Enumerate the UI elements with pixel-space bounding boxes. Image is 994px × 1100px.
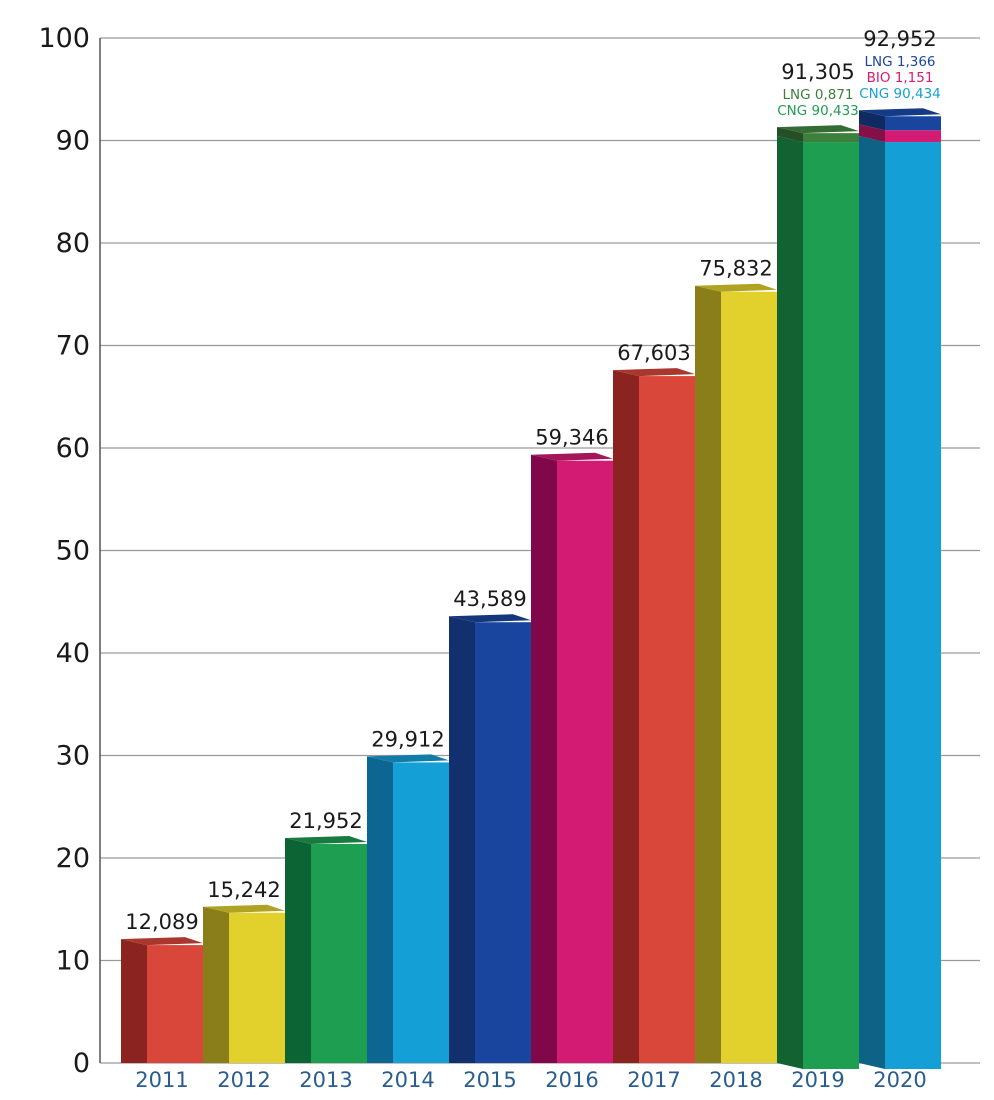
bar-front-face <box>557 460 613 1063</box>
bar-top-face <box>859 108 941 117</box>
x-axis-ticks: 2011 2012 2013 2014 2015 2016 2017 2018 2019 2020 <box>135 1068 926 1092</box>
bar-segment-front <box>885 116 941 131</box>
breakdown-label: BIO 1,151 <box>867 70 934 86</box>
bar-segment-side <box>859 110 885 131</box>
y-axis-ticks: 0 10 20 30 40 50 60 70 80 90 100 <box>38 23 90 1079</box>
bar-2016 <box>531 452 613 1063</box>
bar-side-face <box>695 285 721 1063</box>
bar-top-face <box>613 368 695 377</box>
bar-front-face <box>639 376 695 1064</box>
breakdown-label: LNG 1,366 <box>864 54 935 70</box>
x-tick-label: 2016 <box>545 1068 598 1092</box>
breakdown-label: CNG 90,434 <box>859 86 941 102</box>
bar-2019 <box>777 125 859 1069</box>
data-label: 91,305 <box>781 60 854 84</box>
bar-top-face <box>203 904 285 913</box>
x-tick-label: 2019 <box>791 1068 844 1092</box>
bar-2020 <box>859 108 941 1069</box>
y-tick-label: 30 <box>56 741 90 772</box>
bar-side-face <box>367 756 393 1063</box>
bar-2011 <box>121 937 203 1063</box>
x-tick-label: 2015 <box>463 1068 516 1092</box>
y-tick-label: 90 <box>56 126 90 157</box>
y-tick-label: 40 <box>56 638 90 669</box>
data-label: 92,952 <box>863 27 936 51</box>
bar-front-face <box>393 762 449 1063</box>
bar-segment-side <box>777 127 803 143</box>
x-tick-label: 2018 <box>709 1068 762 1092</box>
y-tick-label: 80 <box>56 228 90 259</box>
breakdown-label: CNG 90,433 <box>777 103 859 119</box>
bar-segment-front <box>803 142 859 1069</box>
bar-2017 <box>613 368 695 1064</box>
bar-segment-front <box>885 142 941 1069</box>
bar-top-face <box>121 937 203 946</box>
data-label: 59,346 <box>535 426 608 450</box>
x-tick-label: 2017 <box>627 1068 680 1092</box>
x-tick-label: 2011 <box>135 1068 188 1092</box>
value-labels: 12,089 15,242 21,952 29,912 43,589 59,346 67,6… <box>125 27 941 934</box>
y-tick-label: 20 <box>56 843 90 874</box>
y-tick-label: 70 <box>56 331 90 362</box>
y-tick-label: 0 <box>73 1048 90 1079</box>
x-tick-label: 2014 <box>381 1068 434 1092</box>
x-tick-label: 2020 <box>873 1068 926 1092</box>
bar-segment-front <box>803 133 859 143</box>
y-tick-label: 50 <box>56 536 90 567</box>
bar-2013 <box>285 835 367 1063</box>
bar-front-face <box>475 622 531 1063</box>
x-tick-label: 2012 <box>217 1068 270 1092</box>
bar-segment-front <box>885 130 941 143</box>
data-label: 12,089 <box>125 910 198 934</box>
bar-side-face <box>531 454 557 1063</box>
bar-front-face <box>311 843 367 1063</box>
bar-2012 <box>203 904 285 1063</box>
bar-side-face <box>121 939 147 1063</box>
bars <box>121 108 941 1069</box>
data-label: 15,242 <box>207 878 280 902</box>
data-label: 75,832 <box>699 257 772 281</box>
bar-segment-side <box>859 124 885 143</box>
bar-side-face <box>613 370 639 1064</box>
bar-top-face <box>285 835 367 844</box>
data-label: 67,603 <box>617 341 690 365</box>
bar-side-face <box>449 616 475 1063</box>
data-label: 29,912 <box>371 727 444 751</box>
y-tick-label: 10 <box>56 946 90 977</box>
y-tick-label: 100 <box>38 23 90 54</box>
bar-front-face <box>147 945 203 1063</box>
bar-top-face <box>531 452 613 461</box>
bar-2015 <box>449 614 531 1063</box>
x-tick-label: 2013 <box>299 1068 352 1092</box>
bar-segment-side <box>777 136 803 1069</box>
bar-2014 <box>367 754 449 1063</box>
bar-front-face <box>229 912 285 1063</box>
y-tick-label: 60 <box>56 433 90 464</box>
data-label: 43,589 <box>453 587 526 611</box>
bar-top-face <box>695 283 777 292</box>
breakdown-label: LNG 0,871 <box>782 87 853 103</box>
bar-top-face <box>449 614 531 623</box>
data-label: 21,952 <box>289 809 362 833</box>
bar-front-face <box>721 291 777 1063</box>
bar-side-face <box>285 837 311 1063</box>
bar-top-face <box>777 125 859 134</box>
bar-segment-side <box>859 136 885 1069</box>
bar-2018 <box>695 283 777 1063</box>
bar-side-face <box>203 906 229 1063</box>
bar-top-face <box>367 754 449 763</box>
